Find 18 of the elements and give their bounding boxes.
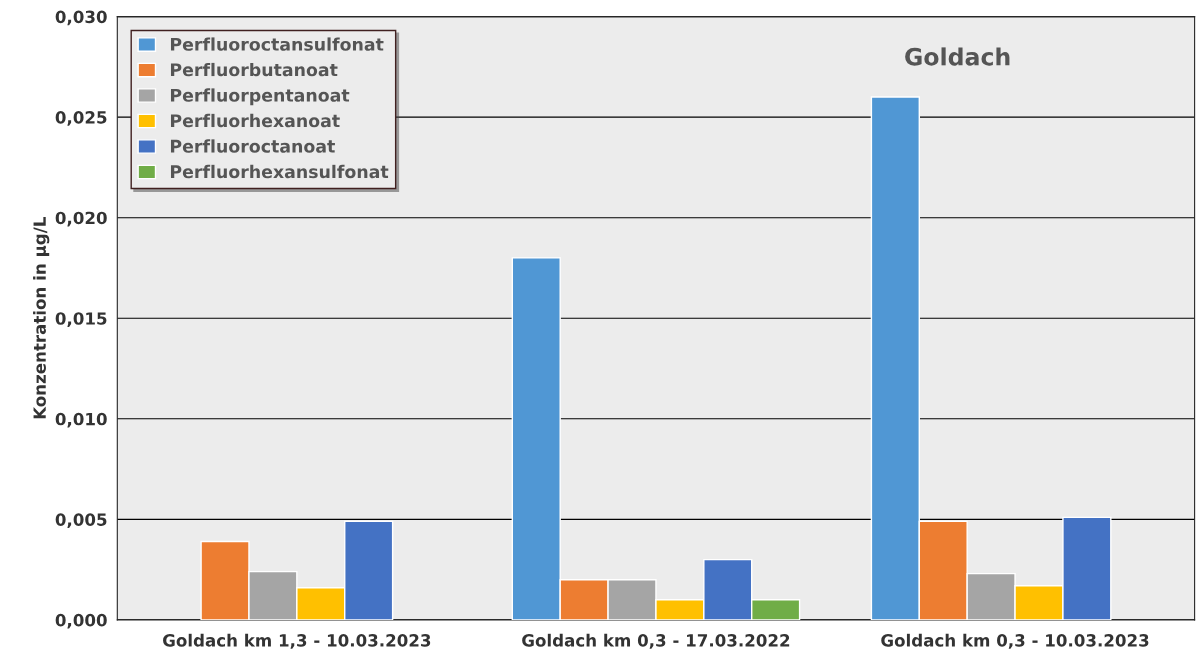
y-tick-label: 0,020 <box>55 211 107 227</box>
y-tick-label: 0,025 <box>55 111 107 126</box>
y-tick-label: 0,030 <box>55 10 107 26</box>
legend-label: Perfluorhexansulfonat <box>170 164 389 179</box>
text: Goldach <box>905 47 1010 66</box>
x-tick-label: Goldach km 0,3 - 17.03.2022 <box>522 633 790 649</box>
legend-label: Perfluoroctanoat <box>170 139 335 153</box>
legend-label: Perfluorpentanoat <box>170 88 350 106</box>
legend-label: Perfluorbutanoat <box>170 62 338 77</box>
legend-label: Perfluorhexanoat <box>170 113 340 128</box>
y-tick-label: 0,015 <box>55 312 107 327</box>
x-tick-label: Goldach km 1,3 - 10.03.2023 <box>163 633 431 649</box>
y-tick-label: 0,005 <box>55 513 107 529</box>
y-tick-label: 0,010 <box>55 412 107 428</box>
y-axis-title: Konzentration in µg/L <box>33 217 50 419</box>
x-tick-label: Goldach km 0,3 - 10.03.2023 <box>881 633 1149 649</box>
legend-label: Perfluoroctansulfonat <box>170 37 384 51</box>
y-tick-label: 0,000 <box>55 613 107 629</box>
